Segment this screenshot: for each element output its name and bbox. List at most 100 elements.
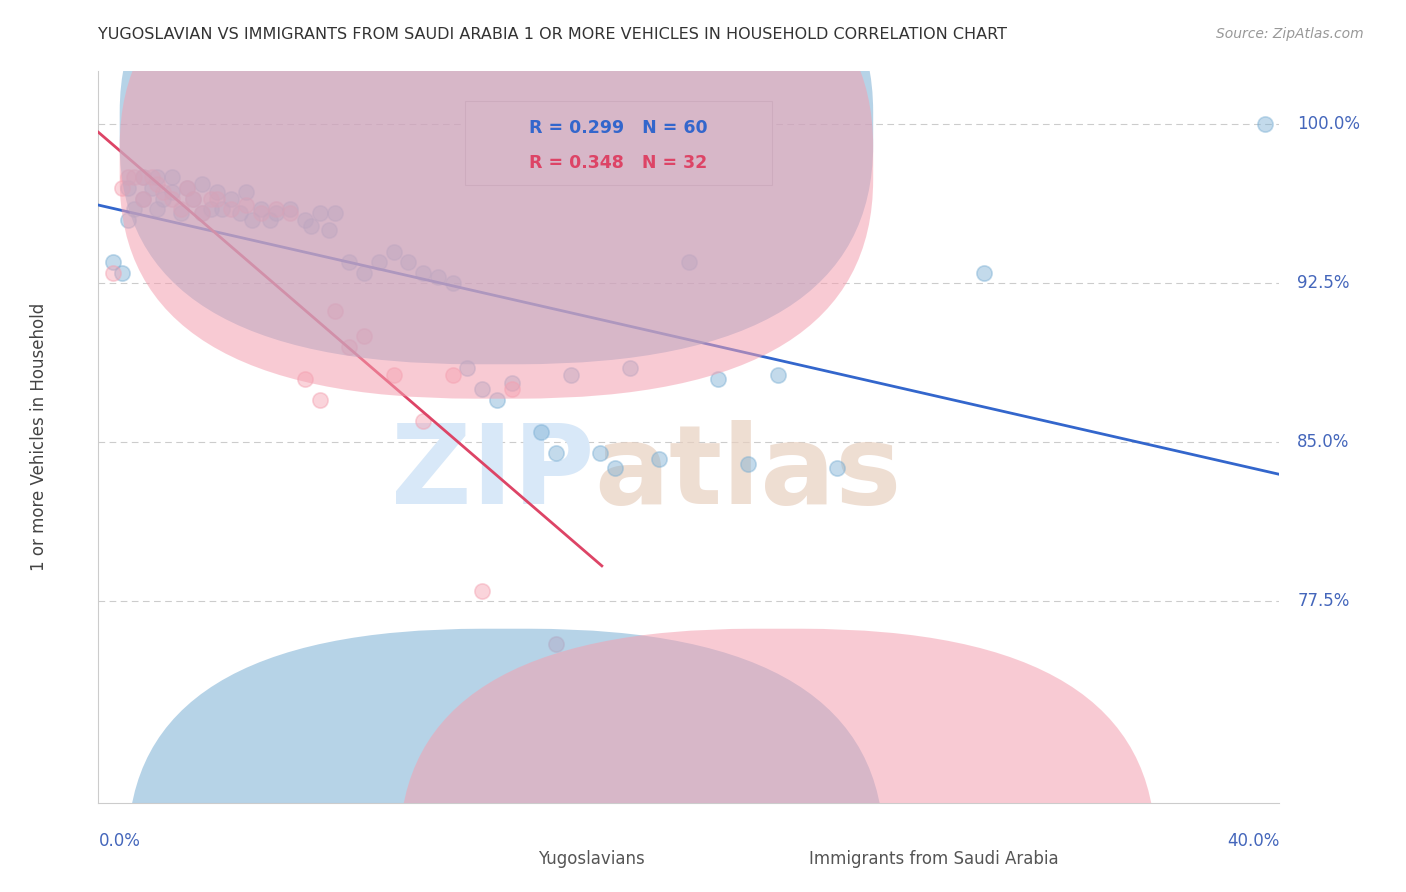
Point bbox=[191, 177, 214, 191]
Point bbox=[441, 277, 464, 291]
Text: atlas: atlas bbox=[595, 420, 901, 527]
Point bbox=[323, 304, 346, 318]
Point bbox=[309, 392, 332, 407]
Point bbox=[825, 460, 848, 475]
Point bbox=[737, 457, 759, 471]
Point bbox=[141, 170, 163, 185]
Point bbox=[619, 361, 641, 376]
Point bbox=[368, 255, 391, 269]
Point bbox=[250, 206, 273, 220]
Point bbox=[605, 460, 627, 475]
Point bbox=[111, 181, 134, 195]
Point bbox=[181, 192, 204, 206]
Point bbox=[132, 192, 155, 206]
Point bbox=[309, 206, 332, 220]
Point bbox=[294, 212, 316, 227]
Point bbox=[337, 255, 360, 269]
Point bbox=[170, 202, 193, 216]
Point bbox=[250, 202, 273, 216]
Point bbox=[264, 206, 287, 220]
Text: 1 or more Vehicles in Household: 1 or more Vehicles in Household bbox=[31, 303, 48, 571]
Text: R = 0.348   N = 32: R = 0.348 N = 32 bbox=[530, 153, 707, 172]
Point bbox=[456, 361, 478, 376]
Point bbox=[200, 202, 222, 216]
Text: ZIP: ZIP bbox=[391, 420, 595, 527]
Point bbox=[973, 266, 995, 280]
Point bbox=[132, 170, 155, 185]
Point bbox=[766, 368, 789, 382]
Point bbox=[191, 206, 214, 220]
Point bbox=[299, 219, 322, 234]
Point bbox=[318, 223, 340, 237]
Point bbox=[162, 185, 183, 199]
Point bbox=[122, 170, 145, 185]
Point bbox=[176, 181, 198, 195]
Text: YUGOSLAVIAN VS IMMIGRANTS FROM SAUDI ARABIA 1 OR MORE VEHICLES IN HOUSEHOLD CORR: YUGOSLAVIAN VS IMMIGRANTS FROM SAUDI ARA… bbox=[98, 27, 1008, 42]
Point bbox=[471, 383, 494, 397]
Point bbox=[471, 583, 494, 598]
Point bbox=[132, 192, 155, 206]
Point bbox=[323, 206, 346, 220]
Point bbox=[219, 192, 242, 206]
Point bbox=[353, 329, 375, 343]
Point bbox=[441, 368, 464, 382]
Point bbox=[117, 181, 139, 195]
Point bbox=[117, 170, 139, 185]
Point bbox=[707, 372, 730, 386]
Point bbox=[170, 206, 193, 220]
FancyBboxPatch shape bbox=[464, 101, 772, 185]
Text: 92.5%: 92.5% bbox=[1298, 275, 1350, 293]
Point bbox=[294, 372, 316, 386]
Point bbox=[162, 192, 183, 206]
Point bbox=[501, 383, 523, 397]
Point bbox=[678, 255, 700, 269]
Point bbox=[205, 192, 228, 206]
Point bbox=[146, 202, 169, 216]
Text: 100.0%: 100.0% bbox=[1298, 115, 1360, 134]
Point bbox=[122, 202, 145, 216]
Point bbox=[229, 206, 252, 220]
Point bbox=[141, 181, 163, 195]
Point bbox=[264, 202, 287, 216]
Point bbox=[200, 192, 222, 206]
Point bbox=[382, 244, 405, 259]
Text: 85.0%: 85.0% bbox=[1298, 434, 1350, 451]
FancyBboxPatch shape bbox=[120, 0, 873, 364]
Point bbox=[211, 202, 233, 216]
Point bbox=[337, 340, 360, 354]
Point bbox=[103, 255, 125, 269]
Text: Source: ZipAtlas.com: Source: ZipAtlas.com bbox=[1216, 27, 1364, 41]
Point bbox=[278, 206, 302, 220]
Point bbox=[544, 446, 567, 460]
Point bbox=[382, 368, 405, 382]
FancyBboxPatch shape bbox=[128, 629, 884, 892]
Point bbox=[1254, 117, 1277, 131]
Point bbox=[353, 266, 375, 280]
Point bbox=[412, 266, 434, 280]
Point bbox=[240, 212, 263, 227]
Point bbox=[259, 212, 281, 227]
Text: R = 0.299   N = 60: R = 0.299 N = 60 bbox=[530, 120, 709, 137]
Point bbox=[427, 270, 450, 285]
Point bbox=[278, 202, 302, 216]
Point bbox=[176, 181, 198, 195]
Point bbox=[162, 170, 183, 185]
Text: Yugoslavians: Yugoslavians bbox=[537, 850, 644, 868]
Point bbox=[205, 185, 228, 199]
Point bbox=[235, 198, 257, 212]
Text: 0.0%: 0.0% bbox=[98, 832, 141, 850]
Point bbox=[132, 170, 155, 185]
Point bbox=[589, 446, 612, 460]
FancyBboxPatch shape bbox=[399, 629, 1156, 892]
Point bbox=[530, 425, 553, 439]
Point bbox=[146, 177, 169, 191]
Point bbox=[117, 212, 139, 227]
Point bbox=[152, 185, 174, 199]
Point bbox=[219, 202, 242, 216]
Point bbox=[103, 266, 125, 280]
Point bbox=[648, 452, 671, 467]
Point bbox=[396, 255, 419, 269]
Point bbox=[181, 192, 204, 206]
FancyBboxPatch shape bbox=[120, 0, 873, 399]
Point bbox=[501, 376, 523, 390]
